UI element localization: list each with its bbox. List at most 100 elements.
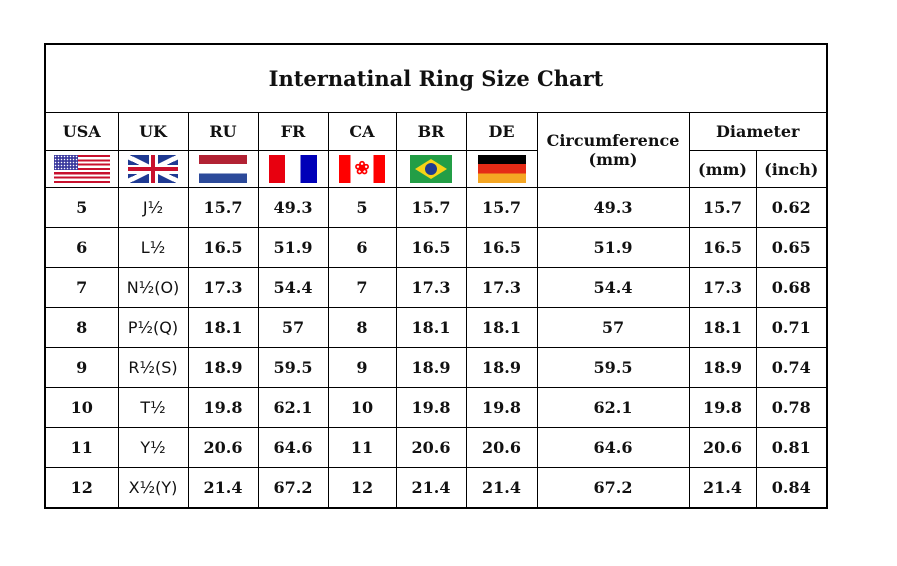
cell-de: 17.3 bbox=[465, 267, 538, 308]
cell-fr: 49.3 bbox=[257, 187, 329, 228]
cell-diameter-mm: 21.4 bbox=[688, 467, 757, 509]
cell-ca: 8 bbox=[327, 307, 397, 348]
cell-diameter-inch: 0.71 bbox=[755, 307, 828, 348]
cell-uk: P½(Q) bbox=[117, 307, 189, 348]
cell-circumference-mm: 57 bbox=[536, 307, 690, 348]
cell-uk: Y½ bbox=[117, 427, 189, 468]
cell-diameter-inch: 0.84 bbox=[755, 467, 828, 509]
cell-uk: T½ bbox=[117, 387, 189, 428]
cell-br: 18.1 bbox=[395, 307, 467, 348]
cell-de: 20.6 bbox=[465, 427, 538, 468]
cell-fr: 59.5 bbox=[257, 347, 329, 388]
canada-flag-icon bbox=[339, 155, 385, 183]
cell-diameter-inch: 0.81 bbox=[755, 427, 828, 468]
cell-ru: 16.5 bbox=[187, 227, 259, 268]
cell-diameter-mm: 18.1 bbox=[688, 307, 757, 348]
cell-diameter-mm: 20.6 bbox=[688, 427, 757, 468]
flag-cell bbox=[44, 150, 119, 188]
flag-cell bbox=[465, 150, 538, 188]
header-circumference: Circumference (mm) bbox=[536, 112, 690, 188]
cell-br: 15.7 bbox=[395, 187, 467, 228]
table-row: 8 P½(Q) 18.1 57 8 18.1 18.1 57 18.1 0.71 bbox=[44, 307, 828, 348]
table-row: 12 X½(Y) 21.4 67.2 12 21.4 21.4 67.2 21.4 0.84 bbox=[44, 467, 828, 509]
table-row: 7 N½(O) 17.3 54.4 7 17.3 17.3 54.4 17.3 0.68 bbox=[44, 267, 828, 308]
cell-usa: 12 bbox=[44, 467, 119, 509]
header-diameter: Diameter bbox=[688, 112, 828, 151]
cell-ru: 18.9 bbox=[187, 347, 259, 388]
cell-fr: 57 bbox=[257, 307, 329, 348]
cell-ca: 5 bbox=[327, 187, 397, 228]
cell-diameter-mm: 19.8 bbox=[688, 387, 757, 428]
cell-br: 17.3 bbox=[395, 267, 467, 308]
cell-diameter-inch: 0.74 bbox=[755, 347, 828, 388]
header-diameter-mm: (mm) bbox=[688, 150, 757, 188]
header-br: BR bbox=[395, 112, 467, 151]
cell-br: 19.8 bbox=[395, 387, 467, 428]
cell-ca: 10 bbox=[327, 387, 397, 428]
chart-title: Internatinal Ring Size Chart bbox=[44, 43, 828, 113]
ring-size-table: Internatinal Ring Size Chart USA UK RU F… bbox=[44, 43, 828, 509]
cell-ca: 11 bbox=[327, 427, 397, 468]
cell-fr: 51.9 bbox=[257, 227, 329, 268]
header-ca: CA bbox=[327, 112, 397, 151]
flag-cell bbox=[117, 150, 189, 188]
table-row: 5 J½ 15.7 49.3 5 15.7 15.7 49.3 15.7 0.62 bbox=[44, 187, 828, 228]
cell-de: 21.4 bbox=[465, 467, 538, 509]
cell-ca: 9 bbox=[327, 347, 397, 388]
cell-fr: 54.4 bbox=[257, 267, 329, 308]
cell-ca: 6 bbox=[327, 227, 397, 268]
cell-diameter-inch: 0.62 bbox=[755, 187, 828, 228]
header-fr: FR bbox=[257, 112, 329, 151]
flag-cell bbox=[395, 150, 467, 188]
cell-uk: N½(O) bbox=[117, 267, 189, 308]
cell-br: 21.4 bbox=[395, 467, 467, 509]
uk-flag-icon bbox=[128, 155, 178, 183]
cell-usa: 9 bbox=[44, 347, 119, 388]
cell-ca: 7 bbox=[327, 267, 397, 308]
cell-diameter-inch: 0.68 bbox=[755, 267, 828, 308]
table-row: 6 L½ 16.5 51.9 6 16.5 16.5 51.9 16.5 0.65 bbox=[44, 227, 828, 268]
header-usa: USA bbox=[44, 112, 119, 151]
cell-usa: 5 bbox=[44, 187, 119, 228]
table-row: 11 Y½ 20.6 64.6 11 20.6 20.6 64.6 20.6 0.81 bbox=[44, 427, 828, 468]
table-row: 10 T½ 19.8 62.1 10 19.8 19.8 62.1 19.8 0.78 bbox=[44, 387, 828, 428]
cell-ru: 19.8 bbox=[187, 387, 259, 428]
cell-usa: 11 bbox=[44, 427, 119, 468]
cell-circumference-mm: 51.9 bbox=[536, 227, 690, 268]
cell-circumference-mm: 62.1 bbox=[536, 387, 690, 428]
netherlands-flag-icon bbox=[199, 155, 247, 183]
cell-fr: 67.2 bbox=[257, 467, 329, 509]
cell-diameter-inch: 0.65 bbox=[755, 227, 828, 268]
cell-circumference-mm: 67.2 bbox=[536, 467, 690, 509]
cell-diameter-inch: 0.78 bbox=[755, 387, 828, 428]
cell-ru: 21.4 bbox=[187, 467, 259, 509]
cell-circumference-mm: 64.6 bbox=[536, 427, 690, 468]
cell-diameter-mm: 18.9 bbox=[688, 347, 757, 388]
cell-de: 19.8 bbox=[465, 387, 538, 428]
cell-ru: 15.7 bbox=[187, 187, 259, 228]
cell-ru: 18.1 bbox=[187, 307, 259, 348]
cell-usa: 10 bbox=[44, 387, 119, 428]
cell-ca: 12 bbox=[327, 467, 397, 509]
cell-de: 15.7 bbox=[465, 187, 538, 228]
cell-de: 16.5 bbox=[465, 227, 538, 268]
cell-de: 18.9 bbox=[465, 347, 538, 388]
france-flag-icon bbox=[269, 155, 317, 183]
cell-ru: 20.6 bbox=[187, 427, 259, 468]
cell-usa: 7 bbox=[44, 267, 119, 308]
cell-diameter-mm: 16.5 bbox=[688, 227, 757, 268]
cell-uk: L½ bbox=[117, 227, 189, 268]
cell-usa: 6 bbox=[44, 227, 119, 268]
cell-uk: J½ bbox=[117, 187, 189, 228]
germany-flag-icon bbox=[477, 155, 526, 183]
flag-cell bbox=[257, 150, 329, 188]
cell-diameter-mm: 17.3 bbox=[688, 267, 757, 308]
cell-ru: 17.3 bbox=[187, 267, 259, 308]
cell-usa: 8 bbox=[44, 307, 119, 348]
cell-br: 16.5 bbox=[395, 227, 467, 268]
brazil-flag-icon bbox=[410, 155, 452, 183]
cell-de: 18.1 bbox=[465, 307, 538, 348]
flag-cell bbox=[187, 150, 259, 188]
header-ru: RU bbox=[187, 112, 259, 151]
header-de: DE bbox=[465, 112, 538, 151]
